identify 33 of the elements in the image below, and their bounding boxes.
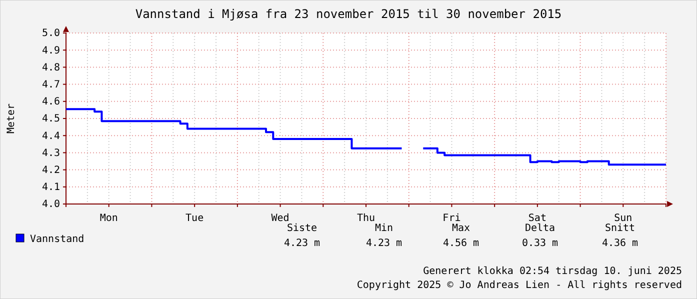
y-tick-label: 4.5 xyxy=(42,114,60,125)
chart-title: Vannstand i Mjøsa fra 23 november 2015 til 30 november 2015 xyxy=(135,7,562,21)
x-tick-label: Sat xyxy=(528,213,546,224)
y-tick-label: 5.0 xyxy=(42,28,60,40)
text: Copyright 2025 © Jo Andreas Lien - All rights reserved xyxy=(356,280,682,291)
text: 4.56 m xyxy=(442,238,480,249)
y-tick-label: 4.1 xyxy=(42,182,60,194)
x-tick-label: Mon xyxy=(100,213,118,224)
legend-label: Vannstand xyxy=(30,234,84,245)
y-tick-label: 4.4 xyxy=(42,130,60,142)
text: 0.33 m xyxy=(522,238,558,249)
y-axis-title: Meter xyxy=(6,103,17,134)
y-tick-label: 4.9 xyxy=(42,45,60,56)
text: Snitt xyxy=(604,223,636,234)
y-tick-label: 4.6 xyxy=(42,96,60,108)
y-tick-label: 4.7 xyxy=(42,80,60,90)
text: Max xyxy=(452,223,470,234)
x-tick-label: Fri xyxy=(442,213,461,224)
y-tick-label: 4.3 xyxy=(42,148,60,159)
y-tick-label: 4.2 xyxy=(42,165,60,176)
text: 4.23 m xyxy=(366,238,402,249)
text: Siste xyxy=(286,223,318,234)
text: 4.36 m xyxy=(602,238,638,249)
x-tick-label: Wed xyxy=(271,213,290,224)
text: Generert klokka 02:54 tirsdag 10. juni 2025 xyxy=(423,266,682,277)
y-tick-label: 4.0 xyxy=(42,199,60,210)
x-tick-label: Thu xyxy=(356,213,376,224)
text: Min xyxy=(374,223,394,234)
x-tick-label: Tue xyxy=(186,213,204,224)
text: Delta xyxy=(524,223,556,234)
x-tick-label: Sun xyxy=(614,213,632,224)
text: 4.23 m xyxy=(284,238,320,249)
y-tick-label: 4.8 xyxy=(42,62,60,74)
